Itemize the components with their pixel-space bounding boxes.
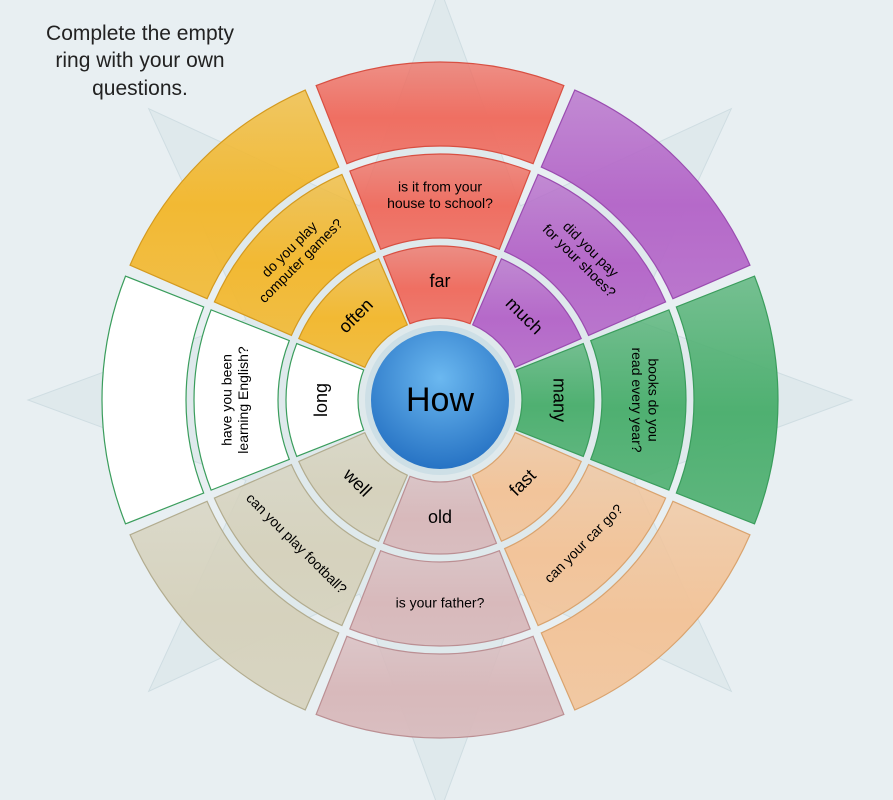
word-far: far bbox=[429, 271, 450, 291]
svg-text:is it from your: is it from your bbox=[398, 179, 482, 195]
svg-text:read every year?: read every year? bbox=[629, 347, 645, 452]
svg-text:house to school?: house to school? bbox=[387, 195, 493, 211]
question-many: books do youread every year? bbox=[629, 347, 661, 452]
svg-text:books do you: books do you bbox=[645, 358, 661, 441]
svg-text:is your father?: is your father? bbox=[396, 595, 485, 611]
center-label: How bbox=[406, 381, 474, 419]
sunburst-diagram: longhave you beenlearning English?oftend… bbox=[0, 0, 893, 800]
svg-text:learning English?: learning English? bbox=[235, 346, 251, 454]
word-old: old bbox=[428, 507, 452, 527]
word-long: long bbox=[311, 383, 331, 417]
question-far: is it from yourhouse to school? bbox=[387, 179, 493, 211]
question-long: have you beenlearning English? bbox=[219, 346, 251, 454]
word-many: many bbox=[549, 378, 569, 422]
question-old: is your father? bbox=[396, 595, 485, 611]
svg-text:have you been: have you been bbox=[219, 354, 235, 446]
